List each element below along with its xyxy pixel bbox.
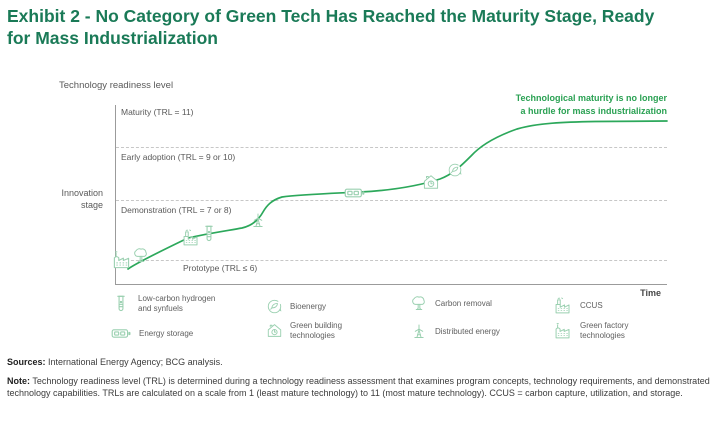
test-tube-icon xyxy=(111,294,131,314)
sources-line: Sources: International Energy Agency; BC… xyxy=(7,357,223,367)
tree-icon xyxy=(410,295,428,313)
legend-label: Energy storage xyxy=(139,328,194,338)
legend-label: Bioenergy xyxy=(290,301,327,311)
y-axis-line xyxy=(115,105,116,285)
maturity-annotation-line1: Technological maturity is no longer xyxy=(515,93,667,103)
wind-turbine-icon xyxy=(410,323,428,341)
legend-item-bioenergy: Bioenergy xyxy=(266,298,360,315)
battery-icon xyxy=(111,323,132,344)
readiness-curve xyxy=(127,120,668,270)
factory-chimney-icon xyxy=(553,296,573,316)
demonstration-boundary-line xyxy=(116,260,667,261)
exhibit-title: Exhibit 2 - No Category of Green Tech Ha… xyxy=(7,5,723,50)
legend-label: Low-carbon hydrogen and synfuels xyxy=(138,294,216,313)
bioenergy-leaf-icon xyxy=(266,298,283,315)
test-tube-icon xyxy=(199,224,219,244)
legend-item-ccus: CCUS xyxy=(553,296,646,316)
stage-label-early-adoption: Early adoption (TRL = 9 or 10) xyxy=(121,152,236,162)
legend-item-green-building: Green building technologies xyxy=(266,321,360,340)
maturity-annotation: Technological maturity is no longer a hu… xyxy=(453,92,667,117)
stage-label-maturity: Maturity (TRL = 11) xyxy=(121,107,194,117)
sources-label: Sources: xyxy=(7,357,46,367)
x-axis-label: Time xyxy=(640,288,661,298)
note-text: Technology readiness level (TRL) is dete… xyxy=(7,376,710,399)
legend-label: Green factory technologies xyxy=(580,321,629,340)
green-factory-icon xyxy=(553,321,573,341)
green-building-icon xyxy=(266,322,283,339)
sources-text: International Energy Agency; BCG analysi… xyxy=(45,357,223,367)
y-axis-label: Innovation stage xyxy=(61,188,103,211)
wind-turbine-icon xyxy=(249,212,267,230)
note-label: Note: xyxy=(7,376,30,386)
legend-item-distributed-energy: Distributed energy xyxy=(410,323,521,341)
legend-item-green-factory: Green factory technologies xyxy=(553,321,646,341)
chart-subtitle: Technology readiness level xyxy=(59,80,174,91)
exhibit-title-line2: for Mass Industrialization xyxy=(7,28,218,49)
legend-item-low-carbon-hydrogen: Low-carbon hydrogen and synfuels xyxy=(111,294,220,314)
exhibit-title-line1: Exhibit 2 - No Category of Green Tech Ha… xyxy=(7,6,655,26)
maturity-annotation-line2: a hurdle for mass industrialization xyxy=(520,105,667,116)
factory-chimney-icon xyxy=(181,228,201,248)
green-building-icon xyxy=(422,173,440,191)
early-adoption-boundary-line xyxy=(116,200,667,201)
legend-label: Green building technologies xyxy=(290,321,343,340)
stage-label-prototype: Prototype (TRL ≤ 6) xyxy=(183,263,258,273)
legend-label: Distributed energy xyxy=(435,327,500,337)
note-line: Note: Technology readiness level (TRL) i… xyxy=(7,375,723,399)
battery-icon xyxy=(344,182,366,204)
stage-label-demonstration: Demonstration (TRL = 7 or 8) xyxy=(121,205,232,215)
legend-label: CCUS xyxy=(580,301,603,311)
bioenergy-leaf-icon xyxy=(447,162,463,178)
green-factory-icon xyxy=(111,249,133,271)
tree-icon xyxy=(132,247,150,265)
legend-item-energy-storage: Energy storage xyxy=(111,323,221,344)
maturity-boundary-line xyxy=(116,147,667,148)
legend-label: Carbon removal xyxy=(435,299,492,309)
x-axis-line xyxy=(115,284,667,285)
legend-item-carbon-removal: Carbon removal xyxy=(410,295,521,313)
